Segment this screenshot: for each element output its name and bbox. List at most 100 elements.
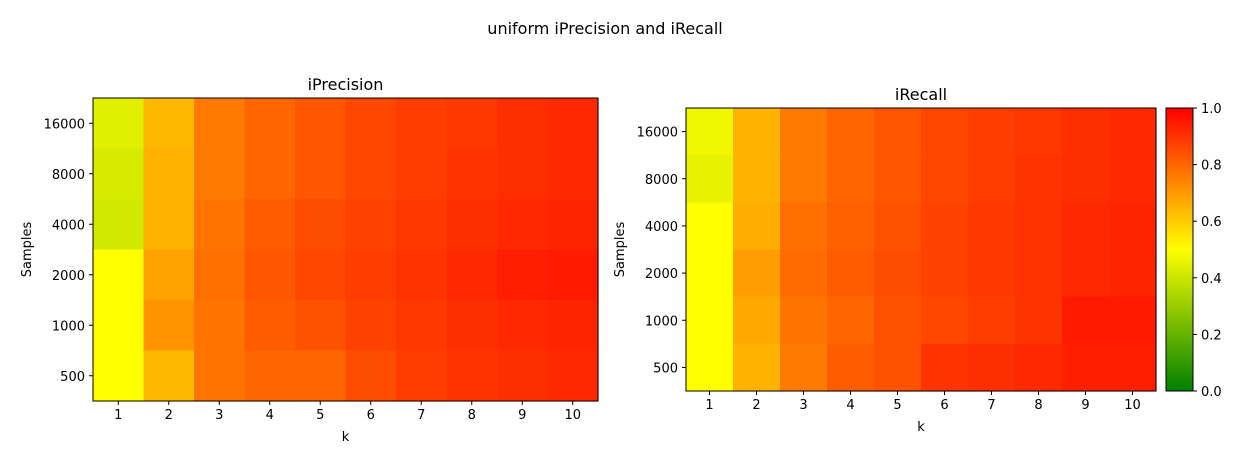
heatmap-cell xyxy=(1015,108,1063,156)
heatmap-0: 1 2 3 4 5 6 7 8 9 10 16000 8000 4000 2000 1000 500 iPrec… xyxy=(20,75,599,445)
colorbar-tick-label: 1.0 xyxy=(1201,102,1222,117)
heatmap-cell xyxy=(968,249,1016,298)
heatmap-cell xyxy=(733,108,781,156)
heatmap-cell xyxy=(396,350,448,402)
heatmap-cell xyxy=(295,249,347,301)
heatmap-cell xyxy=(143,249,195,301)
heatmap-cell xyxy=(143,300,195,352)
chart-title: iPrecision xyxy=(308,75,384,94)
heatmap-cell xyxy=(244,199,296,251)
heatmap-cell xyxy=(1109,155,1157,203)
heatmap-cell xyxy=(497,249,549,301)
heatmap-cell xyxy=(686,249,734,298)
heatmap-cell xyxy=(968,296,1016,345)
heatmap-cell xyxy=(827,249,875,298)
heatmap-cell xyxy=(968,155,1016,203)
heatmap-cell xyxy=(686,155,734,203)
heatmap-cell xyxy=(244,148,296,200)
heatmap-cell xyxy=(345,98,397,150)
heatmap-cell xyxy=(345,148,397,200)
heatmap-cell xyxy=(396,148,448,200)
x-tick-label: 10 xyxy=(1124,398,1141,413)
heatmap-cell xyxy=(396,199,448,251)
y-tick-label: 500 xyxy=(653,361,678,376)
y-tick-label: 2000 xyxy=(645,267,678,282)
heatmap-cell xyxy=(686,202,734,251)
plot-frame xyxy=(685,107,1157,392)
y-tick-label: 500 xyxy=(60,370,85,385)
x-tick-label: 9 xyxy=(518,408,526,423)
x-tick-label: 4 xyxy=(266,408,274,423)
figure-title: uniform iPrecision and iRecall xyxy=(487,19,722,38)
heatmap-cell xyxy=(968,108,1016,156)
colorbar-tick-label: 0.4 xyxy=(1201,272,1222,287)
heatmap-cell xyxy=(827,343,875,392)
heatmap-cell xyxy=(547,148,599,200)
heatmap-cell xyxy=(295,148,347,200)
colorbar-tick-label: 0.8 xyxy=(1201,159,1222,174)
heatmap-cell xyxy=(1109,343,1157,392)
colorbar-tick-label: 0.6 xyxy=(1201,215,1222,230)
heatmap-cell xyxy=(194,249,246,301)
heatmap-cell xyxy=(345,300,397,352)
x-tick-label: 2 xyxy=(165,408,173,423)
heatmap-cell xyxy=(547,249,599,301)
heatmap-cell xyxy=(733,202,781,251)
heatmap-1: 1 2 3 4 5 6 7 8 9 10 16000 8000 4000 2000 1000 500 iReca… xyxy=(613,85,1157,435)
heatmap-cell xyxy=(1109,296,1157,345)
heatmap-cell xyxy=(921,296,969,345)
heatmap-cell xyxy=(547,350,599,402)
x-axis-label: k xyxy=(342,430,350,445)
x-tick-label: 8 xyxy=(1034,398,1042,413)
heatmap-cell xyxy=(733,296,781,345)
heatmap-cell xyxy=(143,350,195,402)
heatmap-cell xyxy=(921,108,969,156)
x-tick-label: 8 xyxy=(468,408,476,423)
y-tick-label: 2000 xyxy=(52,269,85,284)
heatmap-cell xyxy=(396,249,448,301)
heatmap-cell xyxy=(446,300,498,352)
heatmap-cell xyxy=(921,249,969,298)
heatmap-cell xyxy=(396,98,448,150)
heatmap-cell xyxy=(1062,249,1110,298)
heatmap-cell xyxy=(1015,296,1063,345)
x-tick-label: 1 xyxy=(114,408,122,423)
heatmap-cell xyxy=(686,296,734,345)
heatmap-cell xyxy=(194,98,246,150)
heatmap-cell xyxy=(780,108,828,156)
heatmap-cell xyxy=(1109,202,1157,251)
heatmap-cell xyxy=(1062,343,1110,392)
heatmap-cell xyxy=(143,148,195,200)
heatmap-cell xyxy=(547,98,599,150)
heatmap-cell xyxy=(396,300,448,352)
heatmap-cell xyxy=(194,148,246,200)
x-axis-label: k xyxy=(917,420,925,435)
heatmap-cell xyxy=(1015,202,1063,251)
heatmap-cell xyxy=(827,202,875,251)
heatmap-cell xyxy=(1062,155,1110,203)
heatmap-cell xyxy=(295,350,347,402)
heatmap-cell xyxy=(1015,343,1063,392)
heatmap-cell xyxy=(1015,249,1063,298)
heatmap-cell xyxy=(93,98,145,150)
heatmap-cell xyxy=(780,202,828,251)
heatmap-cell xyxy=(968,202,1016,251)
heatmap-cell xyxy=(497,148,549,200)
y-tick-label: 16000 xyxy=(637,126,678,141)
heatmap-cell xyxy=(446,98,498,150)
heatmap-cell xyxy=(446,148,498,200)
heatmap-cell xyxy=(827,296,875,345)
heatmap-cell xyxy=(780,155,828,203)
heatmap-cell xyxy=(295,300,347,352)
heatmap-cell xyxy=(874,296,922,345)
heatmap-cell xyxy=(497,350,549,402)
y-tick-label: 16000 xyxy=(44,117,85,132)
heatmap-cell xyxy=(143,98,195,150)
heatmap-cell xyxy=(686,343,734,392)
heatmap-cell xyxy=(874,249,922,298)
heatmap-cell xyxy=(733,343,781,392)
y-tick-label: 1000 xyxy=(645,314,678,329)
heatmap-cell xyxy=(1015,155,1063,203)
heatmap-cell xyxy=(244,300,296,352)
